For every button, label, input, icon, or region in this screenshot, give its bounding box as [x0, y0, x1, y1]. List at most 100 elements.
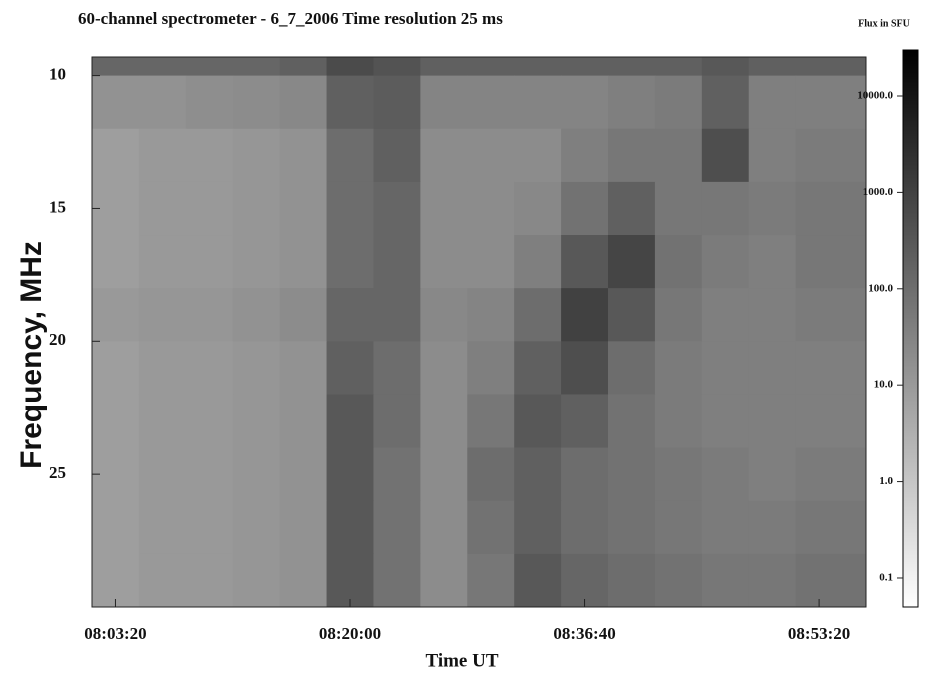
heatmap-cell [232, 394, 281, 449]
heatmap-cell [561, 57, 609, 77]
heatmap-cell [561, 181, 609, 236]
heatmap-cell [420, 394, 468, 449]
heatmap-cell [420, 341, 468, 395]
heatmap-cell [185, 181, 234, 236]
heatmap-cell [561, 553, 609, 608]
colorbar-tick-label: 100.0 [868, 282, 893, 294]
heatmap-cell [514, 75, 562, 130]
heatmap-cell [326, 341, 374, 395]
heatmap-cell [795, 500, 867, 555]
heatmap-cell [232, 235, 281, 289]
heatmap-cell [514, 500, 562, 555]
heatmap-cell [138, 75, 187, 130]
heatmap-cell [138, 394, 187, 449]
heatmap-cell [420, 181, 468, 236]
colorbar [902, 49, 919, 608]
heatmap-cell [279, 57, 328, 77]
heatmap-cell [701, 500, 750, 555]
heatmap-cell [326, 128, 374, 183]
heatmap-cell [514, 57, 562, 77]
heatmap-cell [748, 394, 797, 449]
heatmap-cell [654, 394, 703, 449]
heatmap-cell [514, 447, 562, 502]
heatmap-cell [561, 500, 609, 555]
heatmap-cell [561, 75, 609, 130]
colorbar-tick-label: 1000.0 [863, 186, 894, 198]
heatmap-cell [138, 288, 187, 342]
heatmap-cell [514, 288, 562, 342]
heatmap-cell [701, 57, 750, 77]
heatmap-cell [654, 553, 703, 608]
heatmap-cell [467, 553, 515, 608]
heatmap-cell [608, 57, 656, 77]
heatmap-cell [561, 128, 609, 183]
heatmap-cell [467, 500, 515, 555]
plot-frame [91, 56, 867, 608]
heatmap-cell [232, 181, 281, 236]
heatmap-cell [279, 500, 328, 555]
heatmap-cell [654, 128, 703, 183]
heatmap-cell [92, 553, 140, 608]
heatmap-cell [185, 57, 234, 77]
heatmap-cell [608, 394, 656, 449]
heatmap-cell [701, 394, 750, 449]
heatmap-cell [92, 500, 140, 555]
heatmap-cell [608, 181, 656, 236]
heatmap-cell [748, 57, 797, 77]
x-tick-label: 08:53:20 [788, 624, 850, 643]
heatmap-cell [467, 181, 515, 236]
heatmap-cell [279, 553, 328, 608]
heatmap-cell [608, 553, 656, 608]
heatmap-cell [748, 235, 797, 289]
heatmap-cell [420, 128, 468, 183]
heatmap-cell [654, 341, 703, 395]
heatmap-cell [420, 500, 468, 555]
heatmap-cell [701, 447, 750, 502]
heatmap-cell [561, 288, 609, 342]
heatmap-cell [748, 500, 797, 555]
heatmap-cell [701, 553, 750, 608]
heatmap-cell [279, 288, 328, 342]
heatmap-cell [185, 128, 234, 183]
colorbar-tick-label: 0.1 [879, 572, 893, 584]
heatmap-cell [795, 235, 867, 289]
heatmap-cell [185, 447, 234, 502]
y-axis-label: Frequency, MHz [15, 241, 48, 469]
heatmap-cell [654, 500, 703, 555]
heatmap-cell [420, 288, 468, 342]
y-tick-label: 25 [49, 463, 66, 482]
heatmap-cell [138, 500, 187, 555]
x-tick-label: 08:20:00 [319, 624, 381, 643]
heatmap-cell [279, 235, 328, 289]
heatmap-cell [138, 128, 187, 183]
heatmap-cell [608, 128, 656, 183]
heatmap-cell [232, 553, 281, 608]
x-axis-label: Time UT [425, 650, 498, 671]
y-tick-label: 10 [49, 65, 66, 84]
heatmap-cell [326, 447, 374, 502]
heatmap-cell [420, 447, 468, 502]
heatmap-cell [514, 235, 562, 289]
heatmap-cell [279, 447, 328, 502]
heatmap-cell [373, 341, 421, 395]
heatmap-cell [561, 394, 609, 449]
heatmap-cell [608, 75, 656, 130]
heatmap-cell [373, 500, 421, 555]
heatmap-cell [467, 341, 515, 395]
colorbar-label: Flux in SFU [858, 18, 910, 29]
heatmap-cell [795, 181, 867, 236]
heatmap-cell [420, 75, 468, 130]
heatmap-cell [373, 181, 421, 236]
heatmap-cell [185, 235, 234, 289]
heatmap-cell [654, 75, 703, 130]
heatmap-cell [185, 75, 234, 130]
heatmap-cell [608, 235, 656, 289]
heatmap-cell [467, 288, 515, 342]
heatmap-cell [748, 128, 797, 183]
heatmap-cell [514, 553, 562, 608]
heatmap-cell [467, 57, 515, 77]
heatmap-cell [138, 235, 187, 289]
heatmap-cell [561, 235, 609, 289]
heatmap-cell [795, 553, 867, 608]
